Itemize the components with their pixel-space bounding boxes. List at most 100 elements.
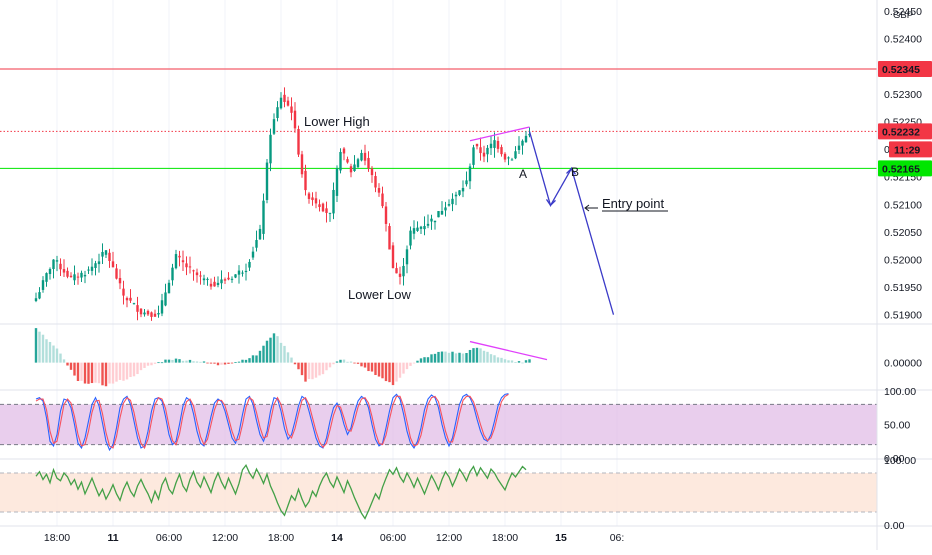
- candle-body[interactable]: [55, 260, 59, 262]
- histogram-bar[interactable]: [76, 362, 80, 382]
- histogram-bar[interactable]: [346, 361, 349, 363]
- histogram-bar[interactable]: [171, 359, 174, 363]
- candle-body[interactable]: [482, 152, 486, 157]
- candle-body[interactable]: [52, 259, 55, 270]
- histogram-bar[interactable]: [528, 359, 531, 363]
- histogram-bar[interactable]: [479, 348, 482, 363]
- candle-body[interactable]: [83, 274, 87, 277]
- candle-body[interactable]: [391, 245, 395, 269]
- candle-body[interactable]: [514, 151, 517, 159]
- oscillator-series-0[interactable]: [35, 393, 509, 452]
- histogram-bar[interactable]: [55, 348, 59, 363]
- histogram-bar[interactable]: [416, 360, 419, 363]
- candle-body[interactable]: [293, 110, 297, 129]
- histogram-bar[interactable]: [80, 362, 83, 381]
- histogram-bar[interactable]: [279, 342, 283, 363]
- candle-body[interactable]: [195, 272, 199, 276]
- candle-body[interactable]: [335, 168, 339, 196]
- histogram-bar[interactable]: [503, 359, 507, 363]
- histogram-bar[interactable]: [517, 361, 521, 363]
- oscillator-pane[interactable]: [0, 393, 877, 452]
- candle-body[interactable]: [314, 198, 318, 204]
- histogram-bar[interactable]: [468, 349, 472, 363]
- candle-body[interactable]: [111, 261, 115, 268]
- candle-body[interactable]: [160, 300, 164, 314]
- histogram-bar[interactable]: [293, 362, 297, 365]
- candle-body[interactable]: [192, 270, 195, 272]
- histogram-bar[interactable]: [195, 361, 199, 363]
- candle-body[interactable]: [157, 313, 160, 315]
- candle-body[interactable]: [216, 282, 220, 285]
- candle-body[interactable]: [503, 153, 507, 160]
- histogram-bar[interactable]: [234, 361, 237, 363]
- histogram-bar[interactable]: [321, 362, 325, 375]
- candle-body[interactable]: [363, 152, 367, 161]
- histogram-bar[interactable]: [41, 334, 45, 363]
- candle-body[interactable]: [230, 278, 234, 280]
- candle-body[interactable]: [206, 278, 209, 280]
- histogram-bar[interactable]: [482, 350, 486, 363]
- histogram-bar[interactable]: [318, 362, 321, 376]
- histogram-bar[interactable]: [363, 362, 367, 368]
- histogram-bar[interactable]: [48, 341, 52, 363]
- histogram-bar[interactable]: [325, 362, 328, 371]
- histogram-bar[interactable]: [227, 362, 230, 364]
- histogram-bar[interactable]: [244, 359, 248, 363]
- histogram-bar[interactable]: [496, 357, 500, 363]
- histogram-bar[interactable]: [475, 347, 479, 363]
- histogram-bar[interactable]: [251, 355, 255, 363]
- histogram-bar[interactable]: [122, 362, 125, 381]
- candle-body[interactable]: [318, 204, 321, 207]
- candle-body[interactable]: [90, 266, 94, 271]
- candle-body[interactable]: [80, 272, 83, 278]
- candle-body[interactable]: [311, 197, 314, 201]
- candle-body[interactable]: [76, 276, 80, 278]
- histogram-bar[interactable]: [265, 340, 269, 363]
- candle-body[interactable]: [38, 292, 41, 299]
- candle-body[interactable]: [370, 168, 374, 176]
- histogram-bar[interactable]: [402, 362, 405, 374]
- candle-body[interactable]: [188, 266, 192, 268]
- histogram-bar[interactable]: [157, 362, 160, 364]
- candle-body[interactable]: [164, 292, 167, 306]
- histogram-bar[interactable]: [510, 360, 514, 363]
- histogram-bar[interactable]: [139, 362, 143, 371]
- candle-body[interactable]: [34, 298, 38, 301]
- candle-body[interactable]: [447, 204, 451, 206]
- histogram-bar[interactable]: [45, 339, 48, 363]
- histogram-bar[interactable]: [300, 362, 304, 376]
- histogram-bar[interactable]: [444, 351, 447, 363]
- candle-body[interactable]: [307, 193, 311, 199]
- candle-body[interactable]: [276, 107, 279, 119]
- histogram-bar[interactable]: [230, 362, 234, 364]
- candle-body[interactable]: [426, 223, 430, 226]
- candle-body[interactable]: [328, 212, 332, 214]
- candle-body[interactable]: [258, 228, 262, 240]
- histogram-bar[interactable]: [216, 362, 220, 366]
- histogram-pane[interactable]: [34, 328, 548, 387]
- candle-body[interactable]: [255, 240, 258, 248]
- histogram-bar[interactable]: [447, 352, 451, 363]
- candle-body[interactable]: [454, 194, 458, 197]
- candle-body[interactable]: [202, 278, 206, 281]
- candle-body[interactable]: [244, 270, 248, 273]
- histogram-bar[interactable]: [433, 353, 437, 363]
- candle-body[interactable]: [167, 282, 171, 294]
- candle-body[interactable]: [437, 211, 440, 218]
- histogram-bar[interactable]: [283, 345, 286, 363]
- candle-body[interactable]: [300, 154, 304, 175]
- candle-body[interactable]: [342, 148, 346, 154]
- histogram-bar[interactable]: [199, 361, 202, 363]
- candle-body[interactable]: [48, 268, 52, 275]
- candle-body[interactable]: [297, 128, 300, 155]
- histogram-bar[interactable]: [136, 362, 139, 375]
- candle-body[interactable]: [419, 226, 423, 229]
- candle-body[interactable]: [234, 274, 237, 278]
- histogram-bar[interactable]: [237, 361, 241, 363]
- histogram-bar[interactable]: [437, 351, 440, 363]
- candle-body[interactable]: [118, 277, 122, 284]
- candle-body[interactable]: [146, 310, 150, 315]
- histogram-bar[interactable]: [367, 362, 370, 372]
- histogram-bar[interactable]: [52, 345, 55, 363]
- candle-body[interactable]: [433, 220, 437, 223]
